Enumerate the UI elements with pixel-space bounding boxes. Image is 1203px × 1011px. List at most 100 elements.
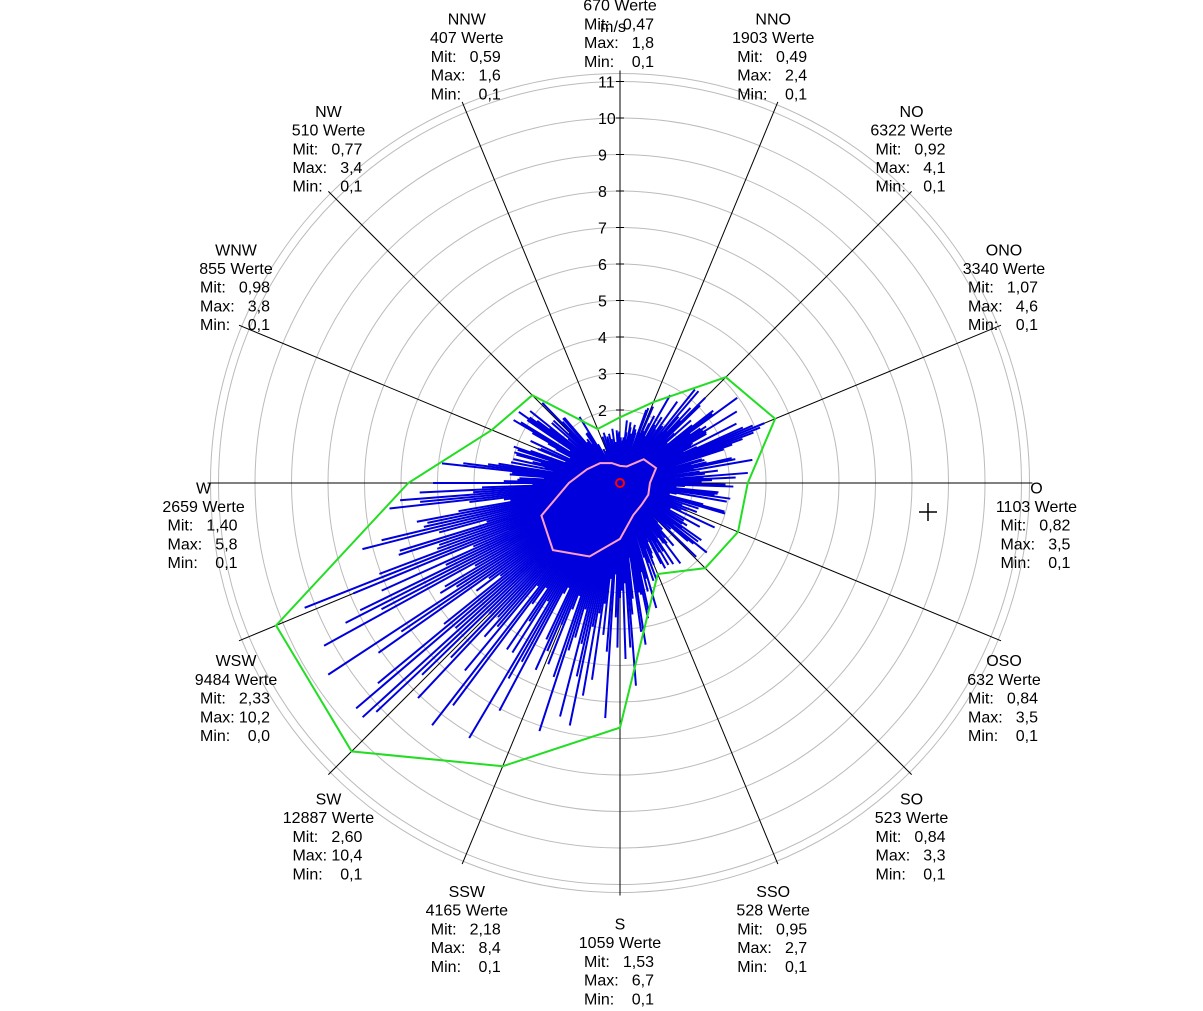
- stat-value: 1,6: [479, 68, 501, 85]
- direction-count: 407 Werte: [430, 30, 504, 47]
- stat-value: 4,1: [923, 160, 945, 177]
- direction-count: 2659 Werte: [162, 499, 245, 516]
- max-polygon: [274, 376, 777, 768]
- direction-name: SW: [316, 792, 343, 809]
- stat-label: Min:: [737, 959, 767, 976]
- stat-value: 0,1: [248, 317, 270, 334]
- direction-count: 9484 Werte: [195, 672, 278, 689]
- stat-value: 0,1: [340, 179, 362, 196]
- stat-value: 3,5: [1016, 709, 1038, 726]
- stat-value: 0,92: [914, 141, 945, 158]
- stat-value: 5,8: [215, 536, 237, 553]
- direction-count: 1903 Werte: [732, 30, 815, 47]
- tick-label-5: 5: [598, 294, 607, 311]
- radius-tick-labels: 2 3 4 5 6 7 8 9 10 11: [598, 75, 624, 420]
- stat-label: Max:: [200, 709, 235, 726]
- stat-value: 0,84: [914, 829, 945, 846]
- stat-label: Max:: [876, 848, 911, 865]
- direction-name: NNW: [448, 11, 487, 28]
- stat-label: Mit:: [1000, 518, 1026, 535]
- stat-label: Min:: [968, 317, 998, 334]
- stat-value: 0,82: [1039, 518, 1070, 535]
- stat-label: Max:: [876, 160, 911, 177]
- unit-label: m/s: [600, 19, 626, 36]
- stat-label: Mit:: [968, 691, 994, 708]
- stat-label: Max:: [168, 536, 203, 553]
- stat-value: 0,1: [923, 179, 945, 196]
- stat-value: 0,1: [479, 959, 501, 976]
- stat-value: 0,0: [248, 728, 270, 745]
- direction-name: OSO: [986, 653, 1022, 670]
- stat-value: 1,8: [632, 35, 654, 52]
- sample-lines: [304, 388, 765, 739]
- stat-label: Mit:: [584, 954, 610, 971]
- stat-value: 0,59: [470, 49, 501, 66]
- direction-count: 510 Werte: [292, 123, 366, 140]
- direction-name: NO: [900, 104, 924, 121]
- stat-value: 0,1: [479, 86, 501, 103]
- stat-label: Min:: [876, 866, 906, 883]
- stat-value: 0,1: [340, 866, 362, 883]
- stat-value: 2,33: [239, 691, 270, 708]
- tick-label-11: 11: [598, 75, 615, 92]
- stat-label: Max:: [200, 298, 235, 315]
- stat-label: Min:: [968, 728, 998, 745]
- direction-count: 632 Werte: [967, 672, 1041, 689]
- direction-name: NW: [315, 104, 343, 121]
- direction-count: 4165 Werte: [426, 903, 509, 920]
- stat-value: 8,4: [479, 940, 501, 957]
- stat-label: Mit:: [737, 921, 763, 938]
- stat-label: Mit:: [292, 829, 318, 846]
- stat-value: 1,07: [1007, 280, 1038, 297]
- direction-count: 3340 Werte: [963, 261, 1046, 278]
- stat-value: 0,1: [923, 866, 945, 883]
- stat-value: 0,1: [1016, 728, 1038, 745]
- stat-label: Min:: [168, 555, 198, 572]
- mean-polygon: [540, 458, 658, 558]
- direction-count: 6322 Werte: [870, 123, 953, 140]
- stat-value: 0,98: [239, 280, 270, 297]
- stat-label: Min:: [1000, 555, 1030, 572]
- stat-value: 2,7: [785, 940, 807, 957]
- stat-label: Max:: [431, 68, 466, 85]
- tick-label-2: 2: [598, 403, 607, 420]
- direction-count: 670 Werte: [583, 0, 657, 15]
- stat-value: 0,1: [632, 54, 654, 71]
- tick-label-7: 7: [598, 221, 607, 238]
- tick-label-8: 8: [598, 184, 607, 201]
- stat-label: Max:: [737, 940, 772, 957]
- direction-name: S: [615, 916, 626, 933]
- stat-value: 2,18: [470, 921, 501, 938]
- stat-label: Mit:: [200, 691, 226, 708]
- stat-value: 10,4: [331, 848, 362, 865]
- stat-label: Max:: [584, 35, 619, 52]
- direction-count: 855 Werte: [199, 261, 273, 278]
- stat-value: 2,4: [785, 68, 807, 85]
- stat-label: Max:: [584, 973, 619, 990]
- direction-name: O: [1030, 480, 1042, 497]
- stat-label: Min:: [292, 179, 322, 196]
- stat-value: 0,1: [785, 959, 807, 976]
- direction-count: 1103 Werte: [996, 499, 1077, 516]
- stat-label: Mit:: [584, 16, 610, 33]
- stat-value: 2,60: [331, 829, 362, 846]
- stat-label: Mit:: [431, 49, 457, 66]
- direction-name: SSO: [756, 884, 790, 901]
- stat-value: 0,1: [785, 86, 807, 103]
- stat-label: Mit:: [968, 280, 994, 297]
- stat-label: Min:: [200, 728, 230, 745]
- tick-label-9: 9: [598, 148, 607, 165]
- tick-label-6: 6: [598, 257, 607, 274]
- stat-value: 0,84: [1007, 691, 1038, 708]
